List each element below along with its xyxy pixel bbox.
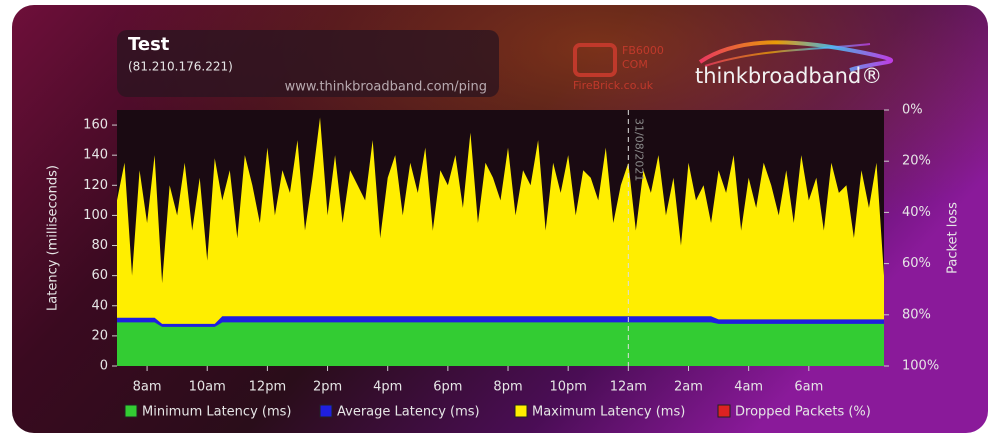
y-axis-label: Latency (milliseconds) bbox=[46, 165, 61, 311]
legend-label: Minimum Latency (ms) bbox=[142, 405, 291, 420]
x-tick-label: 10pm bbox=[549, 380, 586, 395]
x-tick-label: 4am bbox=[734, 380, 763, 395]
y2-tick-label: 20% bbox=[902, 154, 931, 169]
legend-swatch bbox=[717, 404, 731, 418]
y2-tick-label: 100% bbox=[902, 359, 939, 374]
x-tick-label: 10am bbox=[189, 380, 226, 395]
legend-label: Dropped Packets (%) bbox=[735, 405, 871, 420]
y-tick-label: 20 bbox=[91, 328, 108, 343]
x-tick-label: 12pm bbox=[249, 380, 286, 395]
firebrick-com: COM bbox=[622, 58, 648, 71]
legend-swatch bbox=[319, 404, 333, 418]
y2-tick-label: 0% bbox=[902, 103, 923, 118]
logo-swirl bbox=[698, 40, 893, 72]
y2-tick-label: 40% bbox=[902, 205, 931, 220]
x-tick-label: 2am bbox=[674, 380, 703, 395]
logo-swirl bbox=[704, 43, 871, 67]
firebrick-site: FireBrick.co.uk bbox=[573, 79, 654, 92]
chart-subtitle: (81.210.176.221) bbox=[128, 60, 233, 74]
y-tick-label: 40 bbox=[91, 298, 108, 313]
title-box bbox=[117, 30, 499, 97]
y-tick-label: 160 bbox=[83, 118, 108, 133]
y-tick-label: 60 bbox=[91, 268, 108, 283]
logo: thinkbroadband® bbox=[695, 64, 882, 88]
y-tick-label: 100 bbox=[83, 208, 108, 223]
x-tick-label: 12am bbox=[610, 380, 647, 395]
x-tick-label: 2pm bbox=[313, 380, 342, 395]
x-tick-label: 8am bbox=[133, 380, 162, 395]
site-url: www.thinkbroadband.com/ping bbox=[285, 80, 487, 95]
x-tick-label: 6am bbox=[794, 380, 823, 395]
y-tick-label: 120 bbox=[83, 178, 108, 193]
chart-title: Test bbox=[128, 34, 170, 55]
legend-swatch bbox=[124, 404, 138, 418]
firebrick-model: FB6000 bbox=[622, 44, 664, 57]
legend-label: Average Latency (ms) bbox=[337, 405, 480, 420]
y2-axis-label: Packet loss bbox=[946, 202, 961, 274]
x-tick-label: 6pm bbox=[433, 380, 462, 395]
series-area bbox=[117, 117, 884, 366]
y-tick-label: 0 bbox=[100, 359, 108, 374]
series-area bbox=[117, 322, 884, 366]
y2-tick-label: 60% bbox=[902, 256, 931, 271]
x-tick-label: 4pm bbox=[373, 380, 402, 395]
x-tick-label: 8pm bbox=[493, 380, 522, 395]
firebrick-icon bbox=[573, 43, 617, 77]
y-tick-label: 140 bbox=[83, 148, 108, 163]
y2-tick-label: 80% bbox=[902, 307, 931, 322]
legend-label: Maximum Latency (ms) bbox=[532, 405, 685, 420]
legend-swatch bbox=[514, 404, 528, 418]
y-tick-label: 80 bbox=[91, 238, 108, 253]
annotation-label: 31/08/2021 bbox=[632, 118, 645, 181]
